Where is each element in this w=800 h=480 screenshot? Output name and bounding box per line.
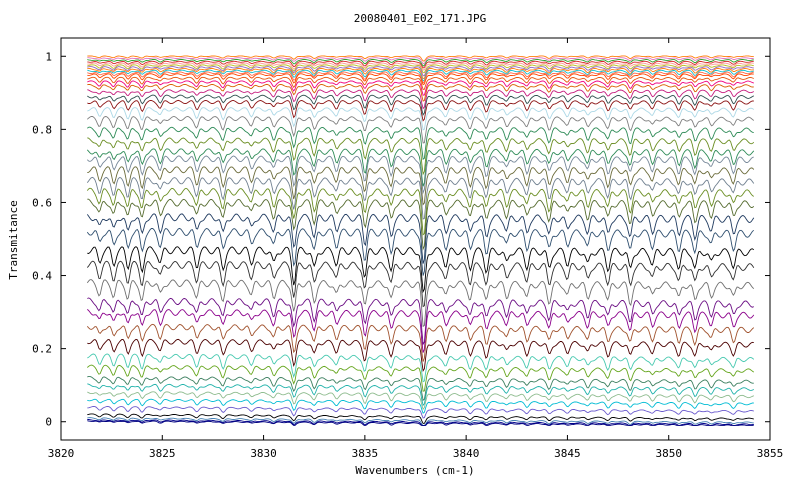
spectrum-series-line (87, 55, 754, 62)
spectrum-series-line (86, 187, 755, 236)
spectrum-series-line (87, 417, 754, 426)
spectrum-series-line (87, 71, 754, 84)
spectrum-series-line (87, 73, 754, 86)
x-axis-label: Wavenumbers (cm-1) (355, 464, 474, 477)
spectrum-series-line (87, 405, 754, 419)
spectrum-series-line (86, 176, 755, 220)
y-tick-label: 0.2 (32, 343, 52, 356)
y-axis: 0 0.2 0.4 0.6 0.8 1 (32, 50, 770, 429)
y-axis-label: Transmitance (7, 200, 20, 279)
spectrum-series-line (86, 148, 755, 187)
spectrum-series-line (87, 76, 754, 91)
chart-title: 20080401_E02_171.JPG (354, 12, 486, 25)
x-tick-label: 3835 (352, 447, 379, 460)
spectrum-series-line (87, 59, 754, 67)
spectrum-series-line (87, 338, 754, 372)
spectrum-series-line (86, 116, 755, 144)
spectrum-series-line (87, 420, 754, 426)
spectrum-series-line (87, 107, 755, 131)
spectrum-series-line (86, 155, 754, 195)
x-tick-label: 3825 (149, 447, 176, 460)
spectrum-series-line (87, 375, 754, 401)
spectrum-series-line (86, 260, 755, 308)
x-tick-label: 3850 (655, 447, 682, 460)
series-layer (86, 55, 755, 426)
spectrum-series-line (87, 419, 754, 426)
spectrum-series-line (86, 323, 755, 362)
spectrum-series-line (87, 80, 754, 96)
spectrum-series-line (87, 413, 754, 424)
spectrum-series-line (86, 279, 755, 328)
x-tick-label: 3820 (48, 447, 75, 460)
spectrum-series-line (87, 353, 755, 383)
y-tick-label: 0.8 (32, 123, 52, 136)
spectrum-series-line (87, 94, 755, 116)
y-tick-label: 1 (45, 50, 52, 63)
spectrum-series-line (87, 89, 755, 110)
y-tick-label: 0.4 (32, 270, 52, 283)
spectrum-series-line (86, 227, 755, 276)
plot-frame (60, 37, 771, 441)
y-tick-label: 0.6 (32, 196, 52, 209)
spectrum-series-line (87, 383, 755, 407)
spectrum-series-line (87, 67, 754, 80)
spectrum-series-line (87, 364, 755, 392)
spectrum-series-line (87, 398, 754, 414)
spectrum-series-line (87, 62, 754, 71)
spectrum-series-line (87, 137, 755, 176)
spectrum-series-line (87, 83, 754, 102)
spectrum-series-line (87, 297, 754, 346)
spectrum-series-line (87, 64, 754, 74)
spectrum-series-line (87, 246, 755, 294)
x-axis: 3820 3825 3830 3835 3840 3845 3850 3855 (48, 38, 784, 460)
y-tick-label: 0 (45, 416, 52, 429)
spectrum-series-line (87, 166, 755, 206)
spectrum-series-line (86, 213, 755, 264)
x-tick-label: 3855 (757, 447, 784, 460)
spectrum-series-line (87, 57, 754, 65)
spectrum-series-line (87, 60, 754, 69)
spectrum-series-line (87, 69, 754, 82)
x-tick-label: 3845 (554, 447, 581, 460)
spectrum-series-line (87, 66, 754, 77)
spectrum-series-line (87, 99, 754, 122)
spectrum-series-line (87, 309, 755, 353)
x-tick-label: 3840 (453, 447, 480, 460)
spectrum-series-line (87, 198, 755, 251)
spectrum-series-line (87, 126, 754, 161)
spectrum-series-line (87, 391, 754, 411)
x-tick-label: 3830 (250, 447, 277, 460)
